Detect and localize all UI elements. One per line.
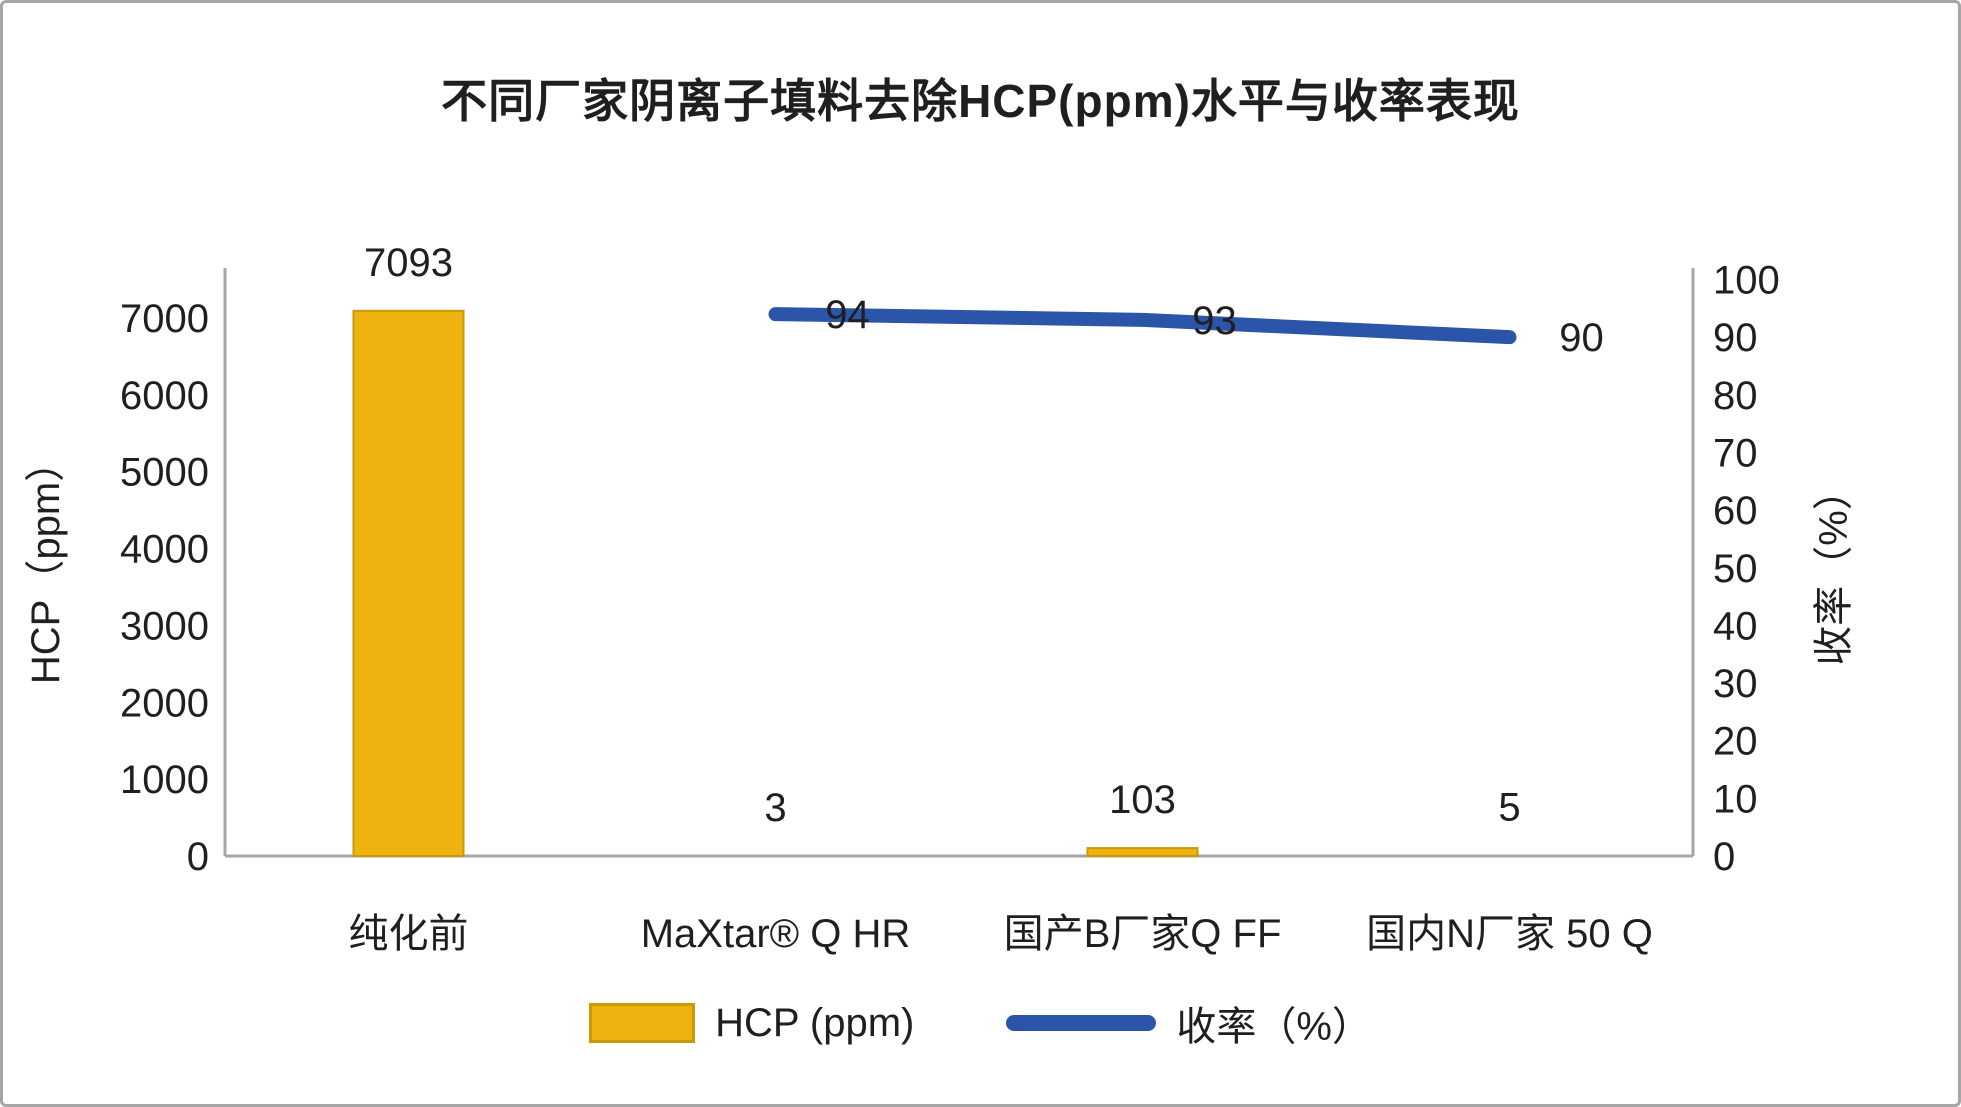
- bar-data-label: 5: [1498, 786, 1520, 830]
- bar-data-label: 7093: [364, 241, 453, 285]
- hcp-bar: [1086, 847, 1199, 857]
- right-axis-tick-label: 60: [1713, 489, 1758, 533]
- right-axis-tick-label: 80: [1713, 374, 1758, 418]
- left-axis-tick-label: 3000: [120, 604, 209, 648]
- left-axis-tick-label: 4000: [120, 528, 209, 572]
- hcp-bar: [352, 309, 465, 857]
- right-axis-tick-label: 20: [1713, 720, 1758, 764]
- right-axis-tick-label: 70: [1713, 431, 1758, 475]
- left-axis-tick-label: 7000: [120, 297, 209, 341]
- category-label: 纯化前: [349, 912, 469, 956]
- legend-bar-swatch-icon: [589, 1003, 696, 1043]
- right-axis-tick-label: 30: [1713, 662, 1758, 706]
- legend-label: 收率（%）: [1176, 1005, 1372, 1049]
- legend-line-swatch-icon: [1006, 1015, 1157, 1031]
- right-axis-tick-label: 0: [1713, 835, 1735, 879]
- legend-item: HCP (ppm): [589, 1001, 914, 1046]
- chart-title: 不同厂家阴离子填料去除HCP(ppm)水平与收率表现: [441, 75, 1520, 127]
- right-axis-tick-label: 50: [1713, 547, 1758, 591]
- right-axis-title: 收率（%）: [1812, 470, 1856, 666]
- line-data-label: 93: [1192, 299, 1237, 343]
- left-axis-tick-label: 1000: [120, 758, 209, 802]
- left-axis-tick-label: 6000: [120, 374, 209, 418]
- category-label: 国内N厂家 50 Q: [1366, 912, 1653, 956]
- line-data-label: 94: [825, 293, 870, 337]
- left-axis-tick-label: 2000: [120, 681, 209, 725]
- chart-legend: HCP (ppm) 收率（%）: [3, 993, 1958, 1053]
- chart-canvas: 0 1000 2000 3000 4000 5000 6000 7000 0 10 20 30 40 50…: [24, 241, 1856, 956]
- right-axis-tick-label: 10: [1713, 777, 1758, 821]
- bar-data-label: 103: [1109, 778, 1176, 822]
- yield-line: [768, 307, 1517, 345]
- right-axis-tick-label: 100: [1713, 259, 1780, 303]
- right-axis-tick-label: 40: [1713, 604, 1758, 648]
- bar-data-label: 3: [764, 786, 786, 830]
- legend-item: 收率（%）: [1006, 994, 1372, 1052]
- line-data-label: 90: [1559, 316, 1604, 360]
- right-axis-tick-label: 90: [1713, 316, 1758, 360]
- category-label: 国产B厂家Q FF: [1004, 912, 1282, 956]
- legend-label: HCP (ppm): [715, 1000, 915, 1045]
- left-axis-title: HCP（ppm）: [24, 442, 68, 684]
- left-axis-tick-label: 0: [187, 835, 209, 879]
- category-label: MaXtar® Q HR: [641, 912, 911, 956]
- left-axis-tick-label: 5000: [120, 451, 209, 495]
